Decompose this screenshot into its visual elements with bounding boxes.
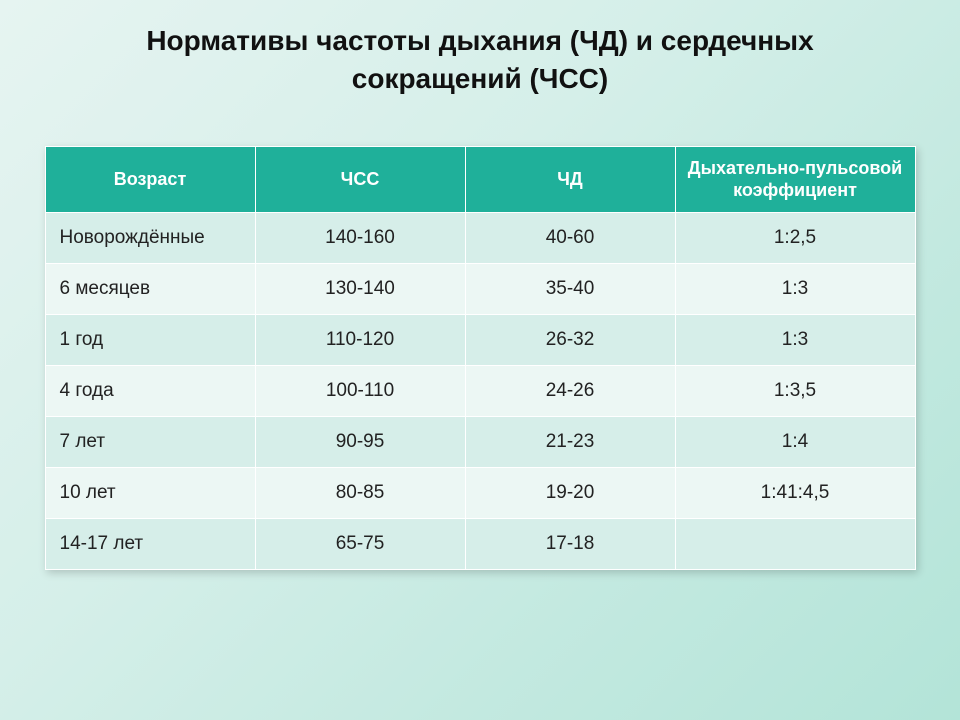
- cell-chss: 110-120: [255, 314, 465, 365]
- table-body: Новорождённые 140-160 40-60 1:2,5 6 меся…: [45, 212, 915, 569]
- slide-title: Нормативы частоты дыхания (ЧД) и сердечн…: [70, 22, 890, 98]
- table-head: Возраст ЧСС ЧД Дыхательно-пульсовой коэф…: [45, 146, 915, 212]
- table-row: 14-17 лет 65-75 17-18: [45, 518, 915, 569]
- cell-coef: 1:4: [675, 416, 915, 467]
- cell-chss: 100-110: [255, 365, 465, 416]
- cell-chss: 130-140: [255, 263, 465, 314]
- cell-age: 1 год: [45, 314, 255, 365]
- cell-chd: 19-20: [465, 467, 675, 518]
- cell-chss: 90-95: [255, 416, 465, 467]
- cell-coef: [675, 518, 915, 569]
- col-header-age: Возраст: [45, 146, 255, 212]
- col-header-chd: ЧД: [465, 146, 675, 212]
- cell-coef: 1:3,5: [675, 365, 915, 416]
- cell-coef: 1:2,5: [675, 212, 915, 263]
- cell-age: 6 месяцев: [45, 263, 255, 314]
- table-row: 4 года 100-110 24-26 1:3,5: [45, 365, 915, 416]
- cell-coef: 1:3: [675, 263, 915, 314]
- col-header-chss: ЧСС: [255, 146, 465, 212]
- cell-age: 4 года: [45, 365, 255, 416]
- cell-age: 14-17 лет: [45, 518, 255, 569]
- cell-chd: 24-26: [465, 365, 675, 416]
- col-header-coef: Дыхательно-пульсовой коэффициент: [675, 146, 915, 212]
- cell-chd: 40-60: [465, 212, 675, 263]
- table-header-row: Возраст ЧСС ЧД Дыхательно-пульсовой коэф…: [45, 146, 915, 212]
- slide: Нормативы частоты дыхания (ЧД) и сердечн…: [0, 0, 960, 720]
- table-row: 10 лет 80-85 19-20 1:41:4,5: [45, 467, 915, 518]
- table-row: Новорождённые 140-160 40-60 1:2,5: [45, 212, 915, 263]
- title-line-1: Нормативы частоты дыхания (ЧД) и сердечн…: [146, 25, 813, 56]
- norms-table: Возраст ЧСС ЧД Дыхательно-пульсовой коэф…: [45, 146, 916, 570]
- table-row: 1 год 110-120 26-32 1:3: [45, 314, 915, 365]
- table-row: 7 лет 90-95 21-23 1:4: [45, 416, 915, 467]
- table-row: 6 месяцев 130-140 35-40 1:3: [45, 263, 915, 314]
- cell-chss: 80-85: [255, 467, 465, 518]
- title-line-2: сокращений (ЧСС): [352, 63, 608, 94]
- cell-age: Новорождённые: [45, 212, 255, 263]
- cell-age: 10 лет: [45, 467, 255, 518]
- cell-age: 7 лет: [45, 416, 255, 467]
- cell-chd: 21-23: [465, 416, 675, 467]
- cell-coef: 1:41:4,5: [675, 467, 915, 518]
- cell-chd: 35-40: [465, 263, 675, 314]
- cell-chd: 26-32: [465, 314, 675, 365]
- cell-chd: 17-18: [465, 518, 675, 569]
- cell-coef: 1:3: [675, 314, 915, 365]
- cell-chss: 140-160: [255, 212, 465, 263]
- cell-chss: 65-75: [255, 518, 465, 569]
